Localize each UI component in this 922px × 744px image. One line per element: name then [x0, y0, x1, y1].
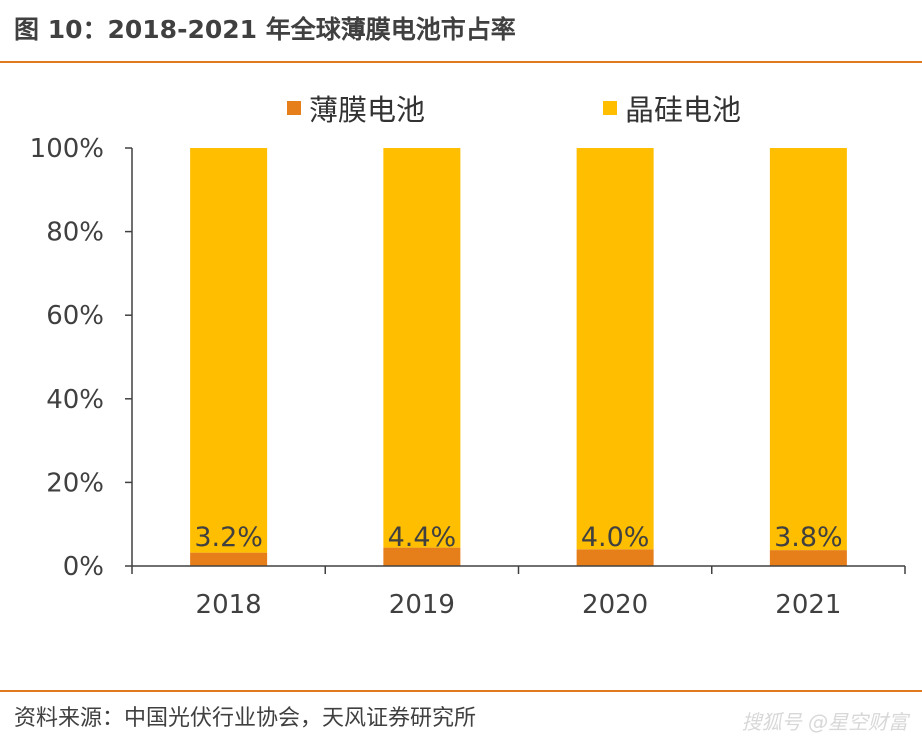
x-axis: 2018 2019 2020 2021	[131, 565, 906, 620]
bars: 3.2% 4.4% 4.0% 3.8%	[190, 148, 847, 566]
y-tick-label: 60%	[46, 301, 104, 331]
x-tick-label: 2019	[389, 590, 455, 620]
y-tick-label: 20%	[46, 468, 104, 498]
y-tick-label: 40%	[46, 385, 104, 415]
legend: 薄膜电池 晶硅电池	[287, 93, 741, 127]
x-tick-label: 2018	[196, 590, 262, 620]
data-label: 3.8%	[774, 522, 843, 553]
bar-segment-crystalline-silicon	[383, 148, 461, 548]
title-divider	[0, 61, 922, 63]
bar-segment-crystalline-silicon	[576, 148, 654, 550]
stacked-bar-chart: 薄膜电池 晶硅电池 0% 20% 40% 60% 80% 100% 3.2% 4.4% 4.0%…	[30, 93, 906, 620]
y-axis: 0% 20% 40% 60% 80% 100%	[30, 134, 133, 582]
data-label: 4.0%	[581, 522, 650, 553]
bar-segment-thin-film	[190, 552, 268, 566]
data-label: 4.4%	[388, 522, 457, 553]
bar-segment-thin-film	[383, 547, 461, 566]
data-label: 3.2%	[194, 522, 263, 553]
legend-swatch	[287, 101, 301, 115]
bar-segment-crystalline-silicon	[769, 148, 847, 551]
legend-label: 晶硅电池	[625, 93, 741, 127]
bar-segment-crystalline-silicon	[190, 148, 268, 553]
source-note: 资料来源：中国光伏行业协会，天风证券研究所	[14, 706, 477, 731]
x-tick-label: 2020	[582, 590, 648, 620]
bar-segment-thin-film	[769, 550, 847, 566]
legend-label: 薄膜电池	[309, 93, 425, 127]
y-tick-label: 80%	[46, 218, 104, 248]
y-tick-label: 0%	[63, 552, 104, 582]
x-tick-label: 2021	[775, 590, 841, 620]
figure-title: 图 10：2018-2021 年全球薄膜电池市占率	[14, 15, 516, 44]
watermark: 搜狐号 @星空财富	[741, 710, 908, 734]
y-tick-label: 100%	[30, 134, 104, 164]
footer-divider	[0, 690, 922, 692]
bar-segment-thin-film	[576, 549, 654, 566]
legend-swatch	[603, 101, 617, 115]
